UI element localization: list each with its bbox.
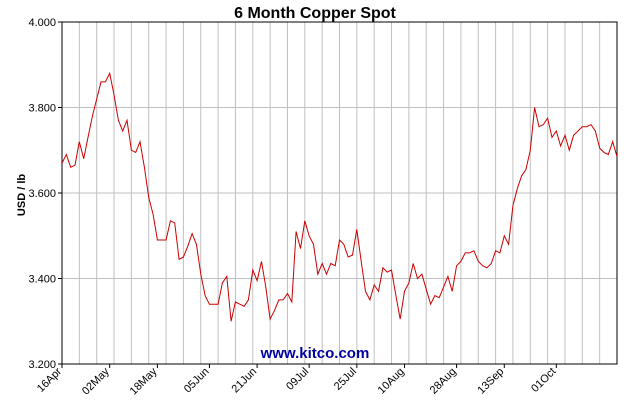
x-tick-label: 13Sep xyxy=(475,366,506,397)
grid-lines xyxy=(61,21,618,365)
x-axis-ticks: 16Apr 02May 18May 05Jun 21Jun 09Jul 25Jul 10Aug… xyxy=(35,364,558,397)
x-tick-label: 09Jul xyxy=(284,366,311,393)
x-tick-label: 21Jun xyxy=(230,366,260,396)
x-tick-label: 01Oct xyxy=(529,366,558,395)
y-tick-label: 3.200 xyxy=(28,359,56,371)
y-tick-label: 3.400 xyxy=(28,274,56,286)
x-tick-label: 25Jul xyxy=(332,366,359,393)
chart-title: 6 Month Copper Spot xyxy=(234,5,396,22)
kitco-watermark: www.kitco.com xyxy=(260,345,370,362)
x-tick-label: 18May xyxy=(128,365,160,397)
x-tick-label: 28Aug xyxy=(428,366,459,397)
x-tick-label: 02May xyxy=(80,365,112,397)
y-axis-label: USD / lb xyxy=(16,174,28,216)
x-tick-label: 05Jun xyxy=(182,366,212,396)
x-tick-label: 10Aug xyxy=(376,366,407,397)
y-tick-label: 3.600 xyxy=(28,188,56,200)
y-tick-label: 4.000 xyxy=(28,17,56,29)
copper-price-line xyxy=(61,71,618,322)
y-tick-label: 3.800 xyxy=(28,103,56,115)
y-axis-ticks: 3.200 3.400 3.600 3.800 4.000 xyxy=(28,17,62,371)
